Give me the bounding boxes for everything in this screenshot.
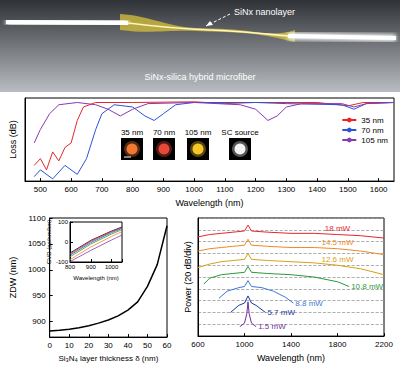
svg-text:1000: 1000 <box>236 340 254 349</box>
svg-text:1400: 1400 <box>282 340 300 349</box>
svg-text:14.5 mW: 14.5 mW <box>321 238 353 247</box>
svg-text:1000: 1000 <box>185 185 203 194</box>
svg-text:Wavelength (nm): Wavelength (nm) <box>175 198 243 208</box>
svg-text:1000: 1000 <box>105 264 119 270</box>
svg-text:Power (20 dB/div): Power (20 dB/div) <box>183 241 193 313</box>
svg-text:50: 50 <box>143 341 152 350</box>
svg-text:1000: 1000 <box>28 265 46 274</box>
svg-text:0: 0 <box>65 239 69 245</box>
svg-text:40: 40 <box>123 341 132 350</box>
svg-text:100: 100 <box>58 219 69 225</box>
svg-text:1600: 1600 <box>370 185 388 194</box>
svg-text:105 nm: 105 nm <box>361 136 388 145</box>
svg-text:12.6 mW: 12.6 mW <box>321 255 353 264</box>
svg-text:1200: 1200 <box>247 185 265 194</box>
svg-text:18 mW: 18 mW <box>325 224 351 233</box>
svg-text:-100: -100 <box>56 259 68 265</box>
svg-text:1400: 1400 <box>308 185 326 194</box>
svg-text:30: 30 <box>104 341 113 350</box>
svg-text:2200: 2200 <box>375 340 393 349</box>
svg-text:105 nm: 105 nm <box>185 128 212 137</box>
svg-text:800: 800 <box>65 264 76 270</box>
svg-text:SiNx-silica hybrid microfiber: SiNx-silica hybrid microfiber <box>144 72 255 82</box>
svg-text:GVD (ps/nm/km): GVD (ps/nm/km) <box>46 220 52 265</box>
svg-text:35 nm: 35 nm <box>121 128 144 137</box>
svg-text:500: 500 <box>34 185 48 194</box>
svg-text:70 nm: 70 nm <box>153 128 176 137</box>
svg-text:5.7 mW: 5.7 mW <box>267 308 295 317</box>
svg-text:Loss (dB): Loss (dB) <box>8 120 18 159</box>
svg-text:SiNx nanolayer: SiNx nanolayer <box>234 7 295 17</box>
svg-text:1500: 1500 <box>339 185 357 194</box>
svg-text:700: 700 <box>95 185 109 194</box>
svg-text:600: 600 <box>64 185 78 194</box>
svg-text:10.8 mW: 10.8 mW <box>351 282 383 291</box>
svg-text:Si₃N₄ layer thickness δ (nm): Si₃N₄ layer thickness δ (nm) <box>58 354 158 363</box>
svg-text:10: 10 <box>65 341 74 350</box>
svg-text:20: 20 <box>84 341 93 350</box>
svg-text:0: 0 <box>47 341 52 350</box>
svg-text:Wavelength (nm): Wavelength (nm) <box>257 353 325 363</box>
svg-text:1050: 1050 <box>28 239 46 248</box>
svg-text:SC source: SC source <box>221 128 259 137</box>
svg-text:900: 900 <box>86 264 97 270</box>
svg-text:950: 950 <box>32 291 46 300</box>
svg-text:600: 600 <box>191 340 205 349</box>
svg-text:1100: 1100 <box>216 185 234 194</box>
svg-text:1100: 1100 <box>28 214 46 223</box>
svg-text:ZDW (nm): ZDW (nm) <box>8 257 18 299</box>
svg-text:35 nm: 35 nm <box>361 116 384 125</box>
svg-text:60: 60 <box>163 341 172 350</box>
svg-text:900: 900 <box>157 185 171 194</box>
svg-text:800: 800 <box>126 185 140 194</box>
svg-text:900: 900 <box>32 317 46 326</box>
svg-text:1800: 1800 <box>329 340 347 349</box>
svg-text:1.5 mW: 1.5 mW <box>258 322 286 331</box>
svg-text:Wavelength (nm): Wavelength (nm) <box>73 275 118 281</box>
svg-text:1300: 1300 <box>277 185 295 194</box>
svg-text:70 nm: 70 nm <box>361 126 384 135</box>
svg-text:8.8 mW: 8.8 mW <box>295 299 323 308</box>
